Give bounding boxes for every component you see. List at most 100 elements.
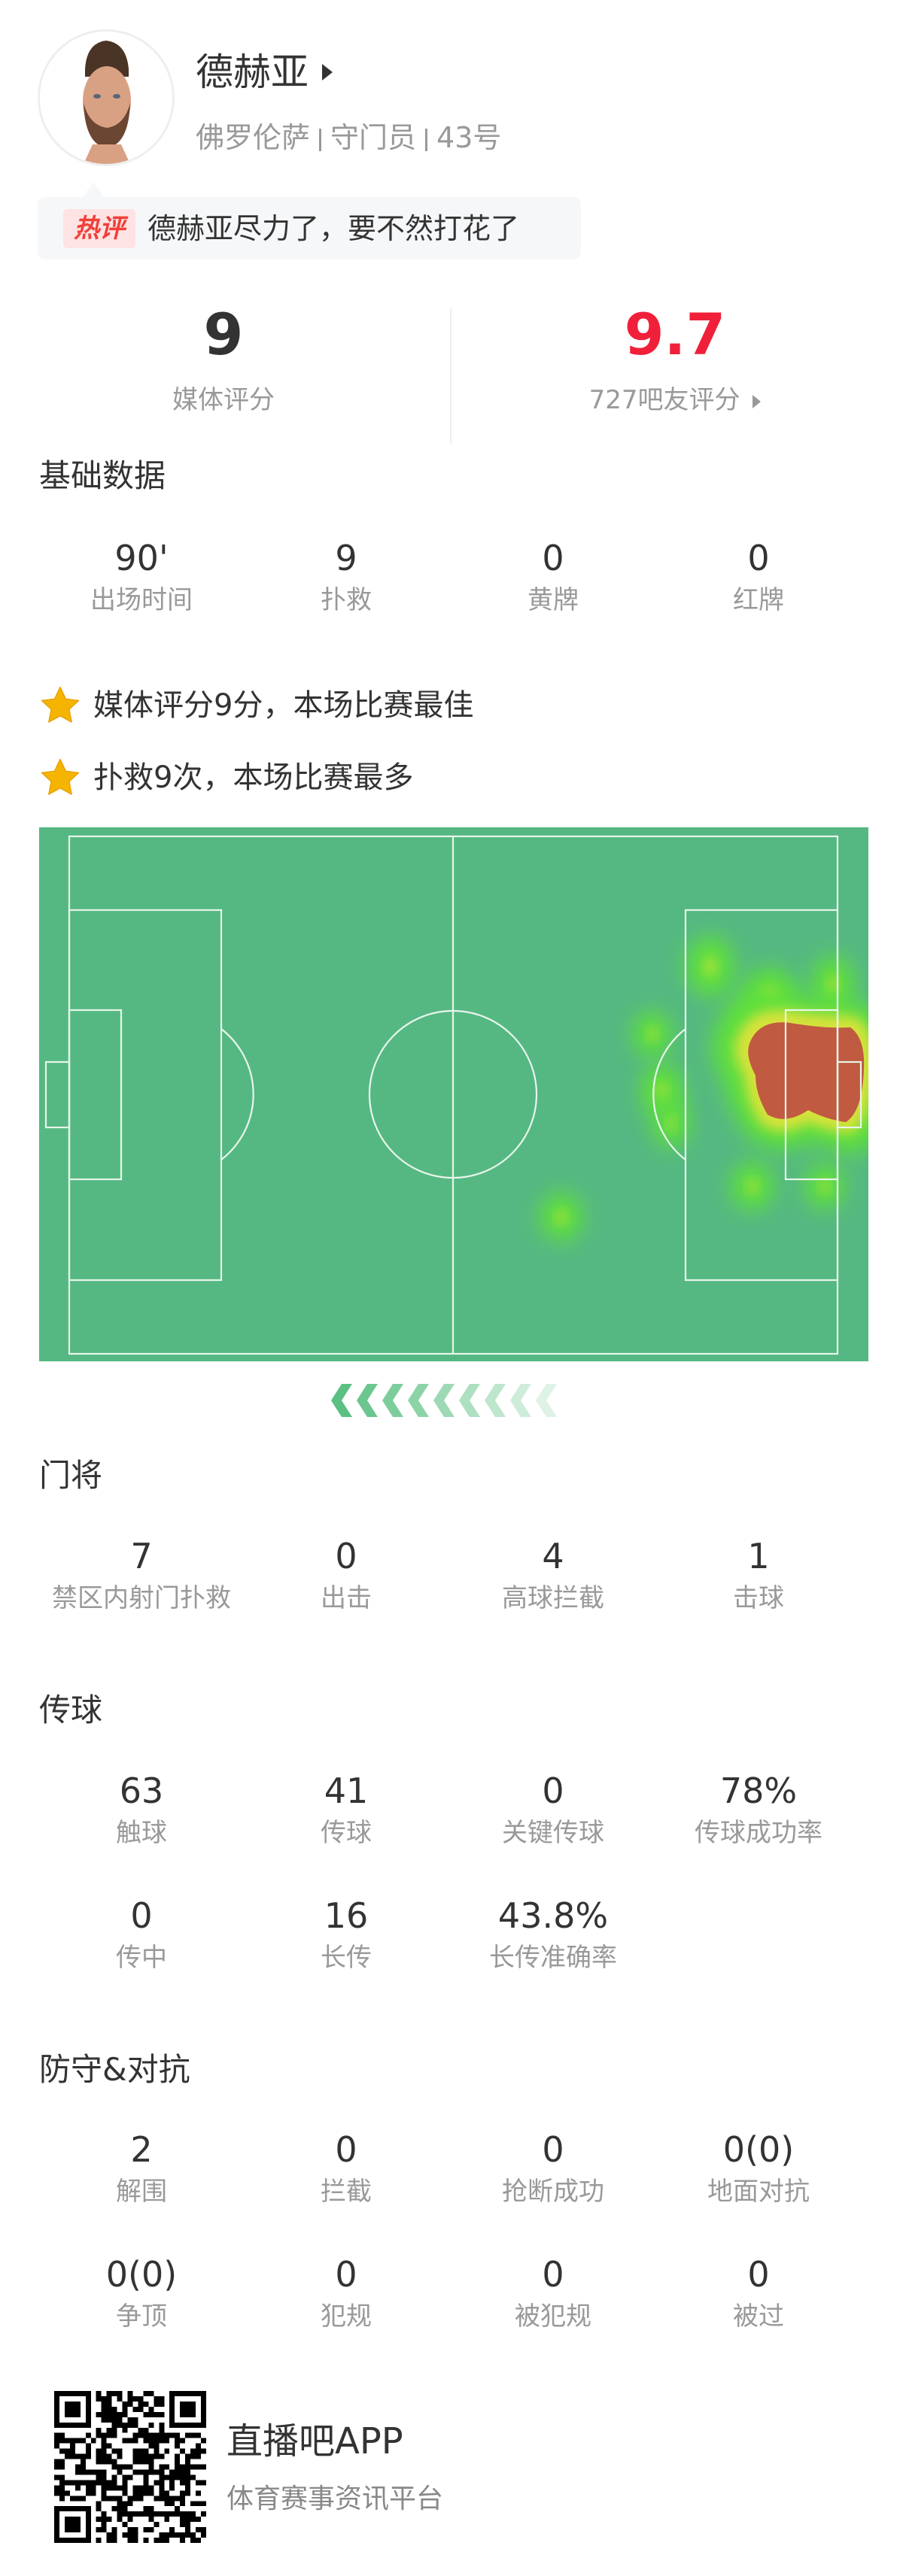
stat-item: 0 红牌 <box>657 537 860 617</box>
qr-module <box>96 2411 102 2417</box>
heat-spot-core <box>747 1180 758 1192</box>
qr-module <box>127 2517 133 2523</box>
stat-label: 触球 <box>116 1818 167 1848</box>
stat-item: 63 触球 <box>40 1770 243 1849</box>
goalkeeping-title: 门将 <box>39 1457 103 1494</box>
qr-module <box>159 2453 165 2459</box>
qr-module <box>80 2459 86 2465</box>
star-icon <box>41 758 80 795</box>
qr-module <box>159 2496 165 2502</box>
qr-module <box>138 2448 144 2454</box>
qr-module <box>159 2480 165 2486</box>
center-circle <box>368 1009 538 1179</box>
stat-value: 0 <box>747 538 770 578</box>
qr-module <box>164 2464 170 2470</box>
player-avatar[interactable] <box>38 29 175 166</box>
qr-module <box>159 2485 165 2491</box>
qr-module <box>169 2532 175 2538</box>
player-position: 守门员 <box>330 121 417 154</box>
player-photo <box>40 32 172 164</box>
player-name-link[interactable]: 德赫亚 <box>196 50 333 95</box>
passing-title: 传球 <box>39 1692 103 1728</box>
chevron-left-icon <box>536 1384 557 1417</box>
stat-item: 0 被犯规 <box>451 2253 655 2333</box>
qr-module <box>69 2480 75 2486</box>
stat-label: 扑救 <box>321 585 372 615</box>
qr-module <box>196 2448 202 2454</box>
qr-module <box>111 2532 117 2538</box>
qr-module <box>196 2527 202 2533</box>
qr-module <box>148 2422 154 2428</box>
hot-comment[interactable]: 热评 德赫亚尽力了，要不然打花了 <box>38 182 581 259</box>
qr-module <box>111 2406 117 2412</box>
qr-module <box>111 2411 117 2417</box>
qr-module <box>159 2511 165 2517</box>
qr-module <box>164 2532 170 2538</box>
qr-module <box>180 2464 186 2470</box>
qr-module <box>175 2469 181 2475</box>
qr-module <box>159 2427 165 2433</box>
defense-title: 防守&对抗 <box>39 2051 190 2088</box>
stat-value: 2 <box>130 2129 153 2170</box>
qr-module <box>185 2522 191 2528</box>
qr-module <box>101 2496 107 2502</box>
player-name: 德赫亚 <box>196 50 309 94</box>
qr-module <box>106 2480 112 2486</box>
stat-item: 9 扑救 <box>245 537 448 617</box>
qr-module <box>180 2522 186 2528</box>
qr-module <box>185 2511 191 2517</box>
stat-label: 拦截 <box>321 2177 372 2207</box>
qr-module <box>117 2391 123 2396</box>
qr-module <box>54 2438 59 2444</box>
qr-module <box>59 2490 65 2496</box>
chevron-left-icon <box>433 1384 455 1417</box>
stat-item: 41 传球 <box>245 1770 448 1849</box>
player-club: 佛罗伦萨 <box>196 121 311 154</box>
qr-module <box>64 2453 70 2459</box>
qr-module <box>117 2453 123 2459</box>
stat-item: 0(0) 地面对抗 <box>657 2128 860 2208</box>
qr-module <box>175 2511 181 2517</box>
qr-module <box>69 2448 75 2454</box>
qr-module <box>106 2459 112 2465</box>
stat-label: 禁区内射门扑救 <box>52 1583 231 1613</box>
heat-spot-core <box>556 1211 567 1223</box>
stat-label: 传球 <box>321 1818 372 1848</box>
qr-module <box>106 2496 112 2502</box>
qr-module <box>117 2485 123 2491</box>
qr-module <box>132 2538 138 2543</box>
qr-module <box>85 2432 91 2438</box>
qr-module <box>164 2501 170 2507</box>
qr-module <box>148 2459 154 2465</box>
qr-module <box>138 2395 144 2402</box>
stat-item: 90' 出场时间 <box>40 537 243 617</box>
qr-module <box>143 2459 149 2465</box>
qr-code[interactable] <box>54 2391 206 2543</box>
qr-module <box>132 2453 138 2459</box>
qr-module <box>132 2496 138 2502</box>
qr-module <box>111 2506 117 2512</box>
qr-module <box>190 2464 196 2470</box>
qr-module <box>117 2496 123 2502</box>
separator <box>425 128 428 151</box>
qr-module <box>122 2422 128 2428</box>
stat-value: 0 <box>542 2129 564 2170</box>
fan-score-link[interactable]: 727吧友评分 <box>524 384 825 417</box>
qr-module <box>111 2496 117 2502</box>
qr-module <box>101 2480 107 2486</box>
stat-label: 长传 <box>321 1943 372 1973</box>
chevron-left-icon <box>510 1384 531 1417</box>
qr-module <box>154 2480 160 2486</box>
qr-module <box>180 2538 186 2543</box>
qr-module <box>127 2511 133 2517</box>
qr-module <box>159 2411 165 2417</box>
qr-module <box>148 2485 154 2491</box>
qr-module <box>180 2474 186 2480</box>
qr-module <box>180 2511 186 2517</box>
heat-spot-core <box>820 1180 829 1192</box>
stat-value: 41 <box>324 1770 369 1811</box>
qr-module <box>138 2469 144 2475</box>
qr-module <box>143 2490 149 2496</box>
qr-module <box>101 2432 107 2438</box>
qr-module <box>190 2511 196 2517</box>
